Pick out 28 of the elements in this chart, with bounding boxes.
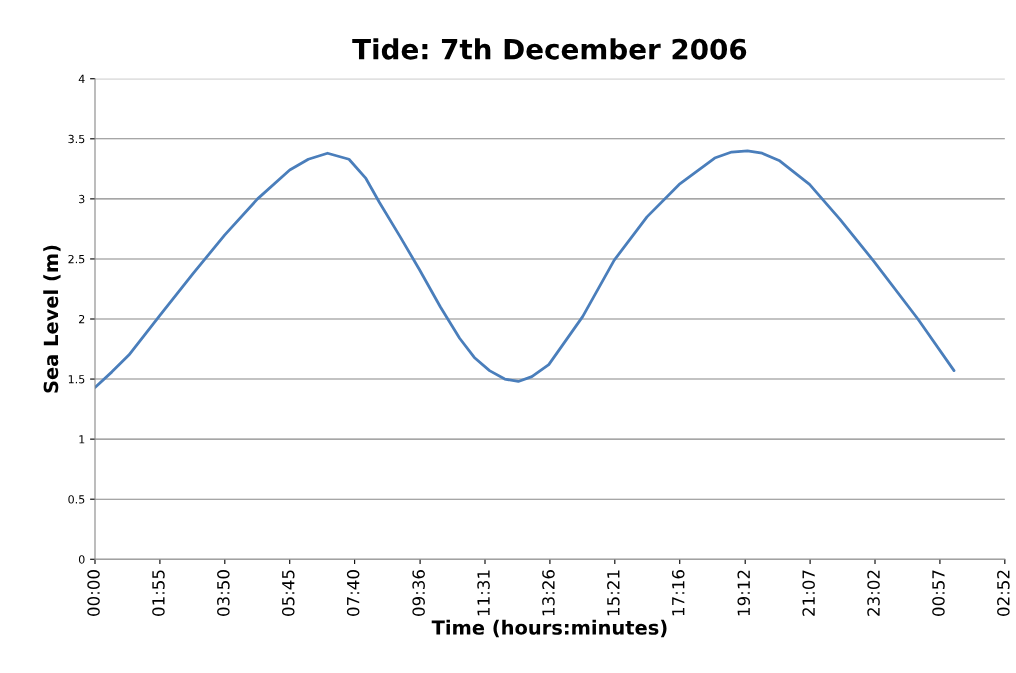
chart-title: Tide: 7th December 2006 <box>352 38 747 60</box>
x-axis-title: Time (hours:minutes) <box>431 619 667 638</box>
y-tick-label: 1.5 <box>68 375 85 384</box>
x-tick-label: 21:07 <box>802 570 815 616</box>
x-tick-label: 15:21 <box>607 570 620 616</box>
y-axis-title: Sea Level (m) <box>43 245 61 393</box>
x-tick-label: 09:36 <box>412 570 425 616</box>
x-tick-label: 13:26 <box>542 570 555 616</box>
y-tick-label: 2.5 <box>68 254 85 264</box>
y-tick-label: 2 <box>79 314 85 324</box>
y-tick-label: 3 <box>79 194 85 204</box>
y-tick-label: 3.5 <box>68 134 85 144</box>
y-tick-label: 1 <box>79 435 85 444</box>
x-tick-label: 00:00 <box>87 570 100 616</box>
x-tick-label: 23:02 <box>867 570 880 616</box>
x-tick-label: 03:50 <box>217 570 230 616</box>
x-tick-label: 00:57 <box>932 570 945 616</box>
x-tick-label: 17:16 <box>671 570 685 616</box>
y-tick-label: 4 <box>78 74 85 83</box>
line-series <box>95 149 956 389</box>
x-tick-label: 02:52 <box>997 570 1010 616</box>
y-tick-label: 0 <box>78 555 85 564</box>
y-tick-label: 0.5 <box>68 495 85 504</box>
x-tick-label: 05:45 <box>281 570 295 616</box>
x-tick-label: 11:31 <box>477 570 490 616</box>
x-tick-label: 19:12 <box>737 570 751 616</box>
x-tick-label: 01:55 <box>152 570 165 616</box>
x-tick-label: 07:40 <box>346 570 360 616</box>
